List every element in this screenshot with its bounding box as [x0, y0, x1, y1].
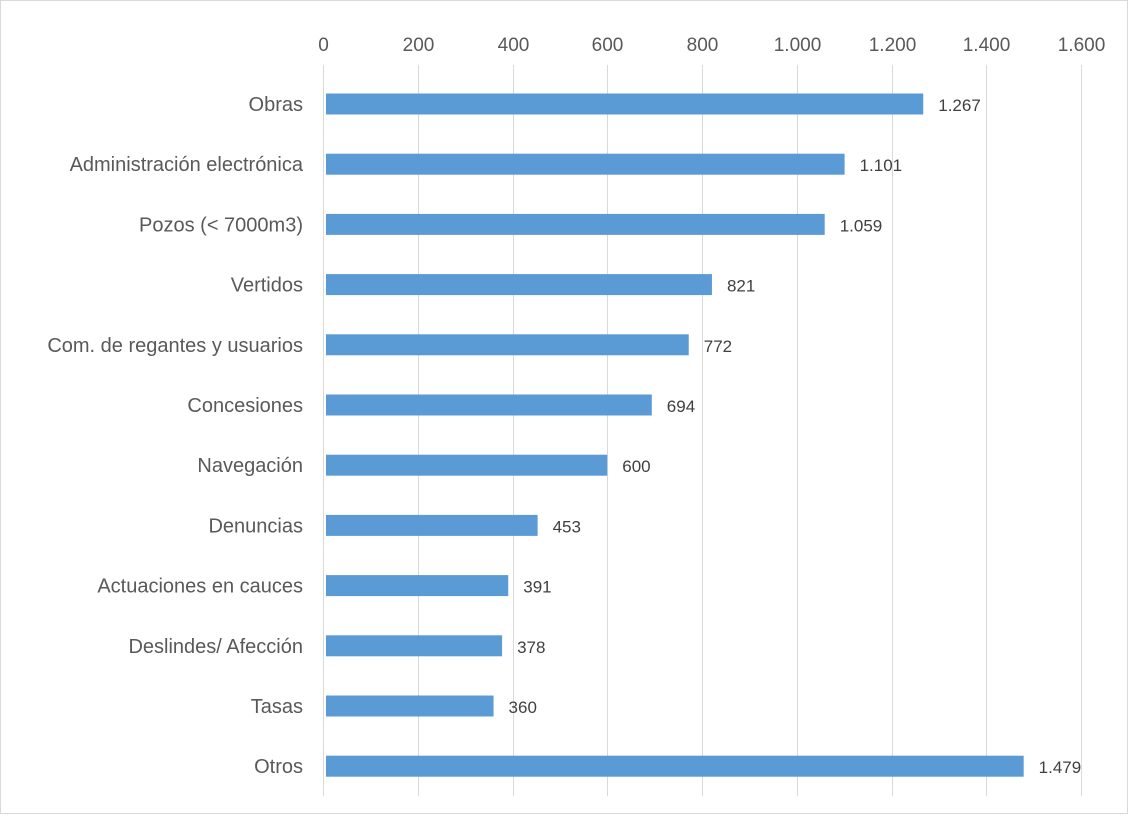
category-label: Administración electrónica — [70, 154, 304, 176]
bar — [326, 274, 712, 296]
x-tick-label: 1.000 — [774, 35, 822, 56]
data-label: 360 — [509, 698, 537, 717]
data-label: 772 — [704, 337, 732, 356]
category-label: Vertidos — [231, 275, 303, 297]
bar — [326, 755, 1024, 777]
data-label: 600 — [622, 457, 650, 476]
category-label: Tasas — [251, 696, 303, 718]
data-label: 1.479 — [1039, 758, 1082, 777]
data-label: 391 — [523, 578, 551, 597]
data-label: 453 — [553, 517, 581, 536]
data-label: 1.059 — [840, 216, 883, 235]
x-tick-label: 400 — [498, 35, 530, 56]
category-label: Denuncias — [208, 515, 303, 537]
bar — [326, 514, 538, 536]
x-tick-label: 0 — [318, 35, 329, 56]
category-label: Navegación — [197, 455, 303, 477]
bar — [326, 575, 509, 597]
category-label: Actuaciones en cauces — [97, 576, 303, 598]
x-tick-label: 200 — [403, 35, 435, 56]
gridlines — [323, 65, 1082, 796]
category-label: Concesiones — [187, 395, 303, 417]
category-label: Deslindes/ Afección — [128, 636, 303, 658]
data-label: 378 — [517, 638, 545, 657]
data-label: 1.267 — [938, 96, 981, 115]
bar — [326, 695, 494, 717]
category-labels: Obras Administración electrónica Pozos (< … — [47, 94, 304, 778]
x-tick-label: 1.400 — [963, 35, 1011, 56]
data-label: 821 — [727, 277, 755, 296]
category-label: Otros — [254, 756, 303, 778]
data-label: 694 — [667, 397, 695, 416]
bar — [326, 334, 689, 356]
x-tick-label: 800 — [687, 35, 719, 56]
x-tick-label: 600 — [592, 35, 624, 56]
category-label: Obras — [249, 94, 303, 116]
bar — [326, 454, 608, 476]
x-axis-ticks: 0 200 400 600 800 1.000 1.200 1.400 1.600 — [318, 35, 1105, 56]
data-label: 1.101 — [860, 156, 903, 175]
bar — [326, 93, 924, 115]
bars — [326, 93, 1024, 777]
category-label: Com. de regantes y usuarios — [47, 335, 303, 357]
x-tick-label: 1.600 — [1058, 35, 1106, 56]
bar — [326, 153, 845, 175]
x-tick-label: 1.200 — [869, 35, 917, 56]
bar — [326, 635, 503, 657]
value-labels: 1.267 1.101 1.059 821 772 694 600 453 391 378 360 1… — [509, 96, 1082, 777]
bar — [326, 394, 652, 416]
category-label: Pozos (< 7000m3) — [139, 214, 303, 236]
bar — [326, 213, 825, 235]
